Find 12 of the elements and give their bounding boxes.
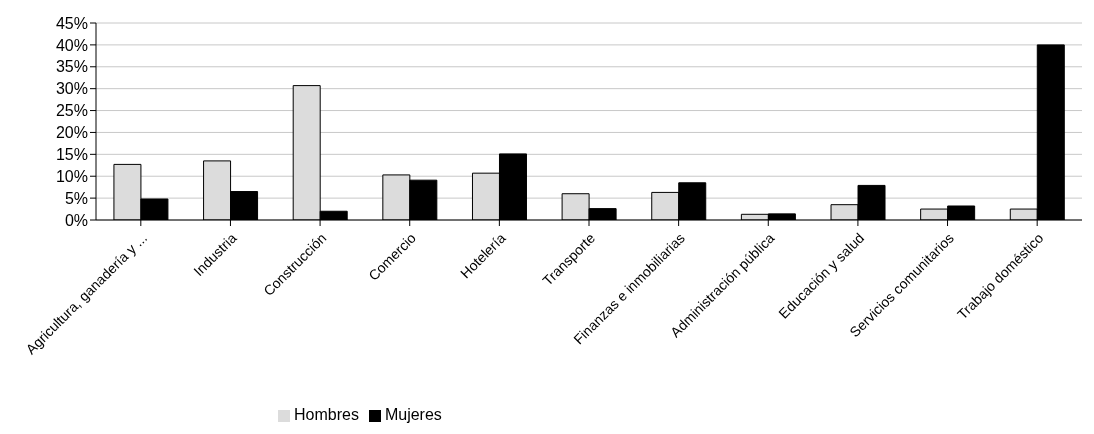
- y-tick-label: 40%: [55, 36, 88, 54]
- y-tick-label: 30%: [55, 80, 88, 98]
- y-tick-label: 45%: [55, 14, 88, 32]
- y-tick-label: 5%: [64, 189, 88, 207]
- y-tick-label: 10%: [55, 167, 88, 185]
- y-tick-label: 0%: [64, 211, 88, 229]
- y-tick-label: 25%: [55, 102, 88, 120]
- y-tick-label: 35%: [55, 58, 88, 76]
- legend-label: Mujeres: [384, 406, 442, 423]
- legend-label: Hombres: [294, 406, 359, 423]
- y-tick-label: 15%: [55, 146, 88, 164]
- y-tick-label: 20%: [55, 124, 88, 142]
